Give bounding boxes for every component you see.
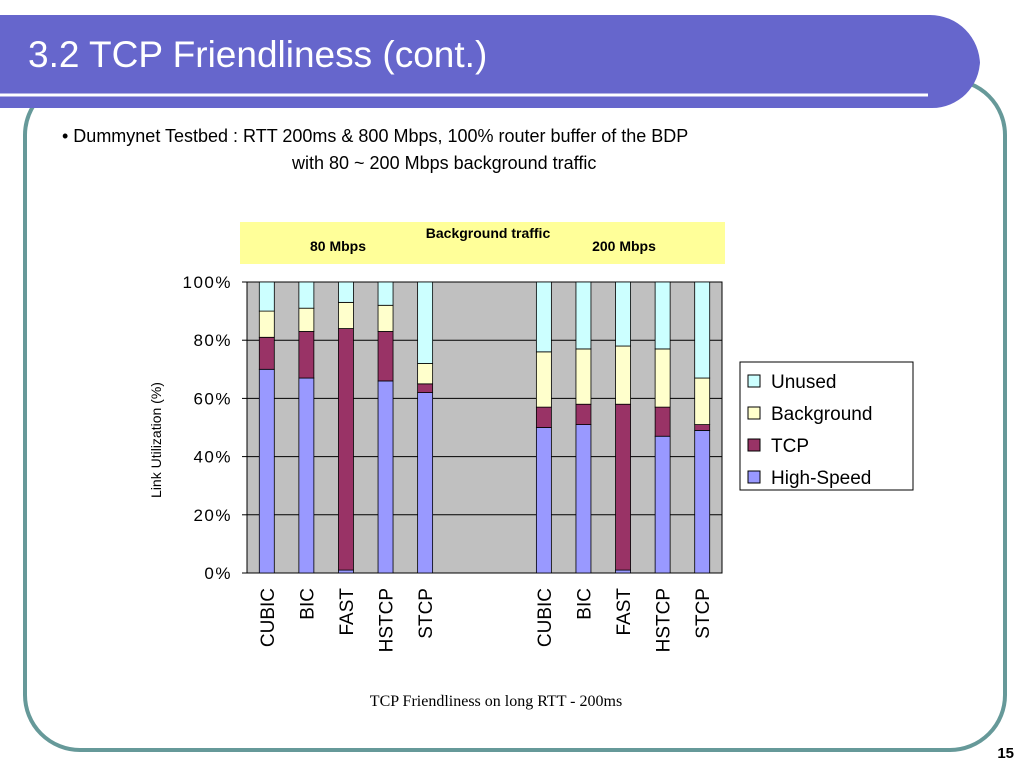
bar-segment	[615, 345, 631, 405]
x-tick-label: STCP	[693, 588, 714, 639]
x-tick-label: CUBIC	[258, 588, 279, 647]
y-tick-label: 60%	[193, 389, 232, 408]
bar-segment	[535, 427, 552, 574]
header-bar	[0, 15, 980, 108]
bar-segment	[575, 281, 592, 350]
annotation: Background traffic	[426, 225, 551, 241]
bar-segment	[615, 569, 631, 574]
bar-segment	[258, 281, 275, 312]
bar-segment	[338, 328, 354, 571]
legend-swatch	[747, 470, 761, 484]
bar-segment	[654, 435, 671, 574]
bar-segment	[258, 310, 275, 338]
x-tick-label: HSTCP	[654, 588, 675, 652]
page-number: 15	[997, 745, 1014, 762]
y-axis-label: Link Utilization (%)	[148, 382, 164, 498]
bar-segment	[377, 331, 394, 382]
legend-swatch	[747, 438, 761, 452]
legend-label: TCP	[771, 436, 809, 457]
bar-segment	[694, 424, 711, 431]
annotation: 80 Mbps	[310, 238, 366, 254]
bar-segment	[298, 281, 315, 309]
slide-title: 3.2 TCP Friendliness (cont.)	[28, 34, 487, 75]
bar-segment	[694, 430, 711, 574]
bar-segment	[298, 307, 315, 332]
bar-segment	[615, 403, 631, 571]
bar-segment	[417, 383, 434, 393]
legend-box	[739, 361, 914, 491]
bar-segment	[654, 281, 671, 350]
bar-segment	[298, 377, 315, 574]
chart-caption: TCP Friendliness on long RTT - 200ms	[370, 693, 622, 710]
bullet-line: with 80 ~ 200 Mbps background traffic	[291, 153, 596, 173]
bar-segment	[298, 331, 315, 379]
bar-segment	[338, 281, 354, 303]
annotation: 200 Mbps	[592, 238, 656, 254]
y-tick-label: 80%	[193, 331, 232, 350]
y-tick-label: 20%	[193, 506, 232, 525]
annotation-box	[240, 222, 725, 264]
bar-segment	[535, 406, 552, 428]
bar-segment	[575, 424, 592, 574]
x-tick-label: FAST	[337, 588, 358, 636]
bar-segment	[258, 336, 275, 370]
bar-segment	[338, 301, 354, 329]
legend-swatch	[747, 406, 761, 420]
bar-segment	[338, 569, 354, 574]
x-tick-label: BIC	[574, 588, 595, 620]
bar-segment	[615, 281, 631, 347]
bar-segment	[258, 368, 275, 574]
legend-label: Unused	[771, 372, 837, 393]
y-tick-label: 0%	[204, 564, 232, 583]
bar-segment	[654, 348, 671, 408]
x-tick-label: HSTCP	[377, 588, 398, 652]
x-tick-label: STCP	[416, 588, 437, 639]
bar-segment	[694, 377, 711, 425]
x-tick-label: BIC	[297, 588, 318, 620]
bar-segment	[575, 403, 592, 425]
legend-label: Background	[771, 404, 872, 425]
y-tick-label: 40%	[193, 448, 232, 467]
bullet-line: • Dummynet Testbed : RTT 200ms & 800 Mbp…	[62, 126, 688, 146]
plot-area	[246, 281, 723, 574]
x-tick-label: CUBIC	[535, 588, 556, 647]
bar-segment	[377, 380, 394, 574]
x-tick-label: FAST	[614, 588, 635, 636]
bar-segment	[575, 348, 592, 405]
bar-segment	[654, 406, 671, 437]
legend-swatch	[747, 374, 761, 388]
bar-segment	[535, 351, 552, 408]
bar-segment	[417, 363, 434, 385]
bar-segment	[417, 392, 434, 574]
y-tick-label: 100%	[183, 273, 232, 292]
bar-segment	[417, 281, 434, 364]
bar-segment	[694, 281, 711, 379]
bar-segment	[377, 304, 394, 332]
bar-segment	[377, 281, 394, 306]
bar-segment	[535, 281, 552, 353]
legend-label: High-Speed	[771, 468, 871, 489]
